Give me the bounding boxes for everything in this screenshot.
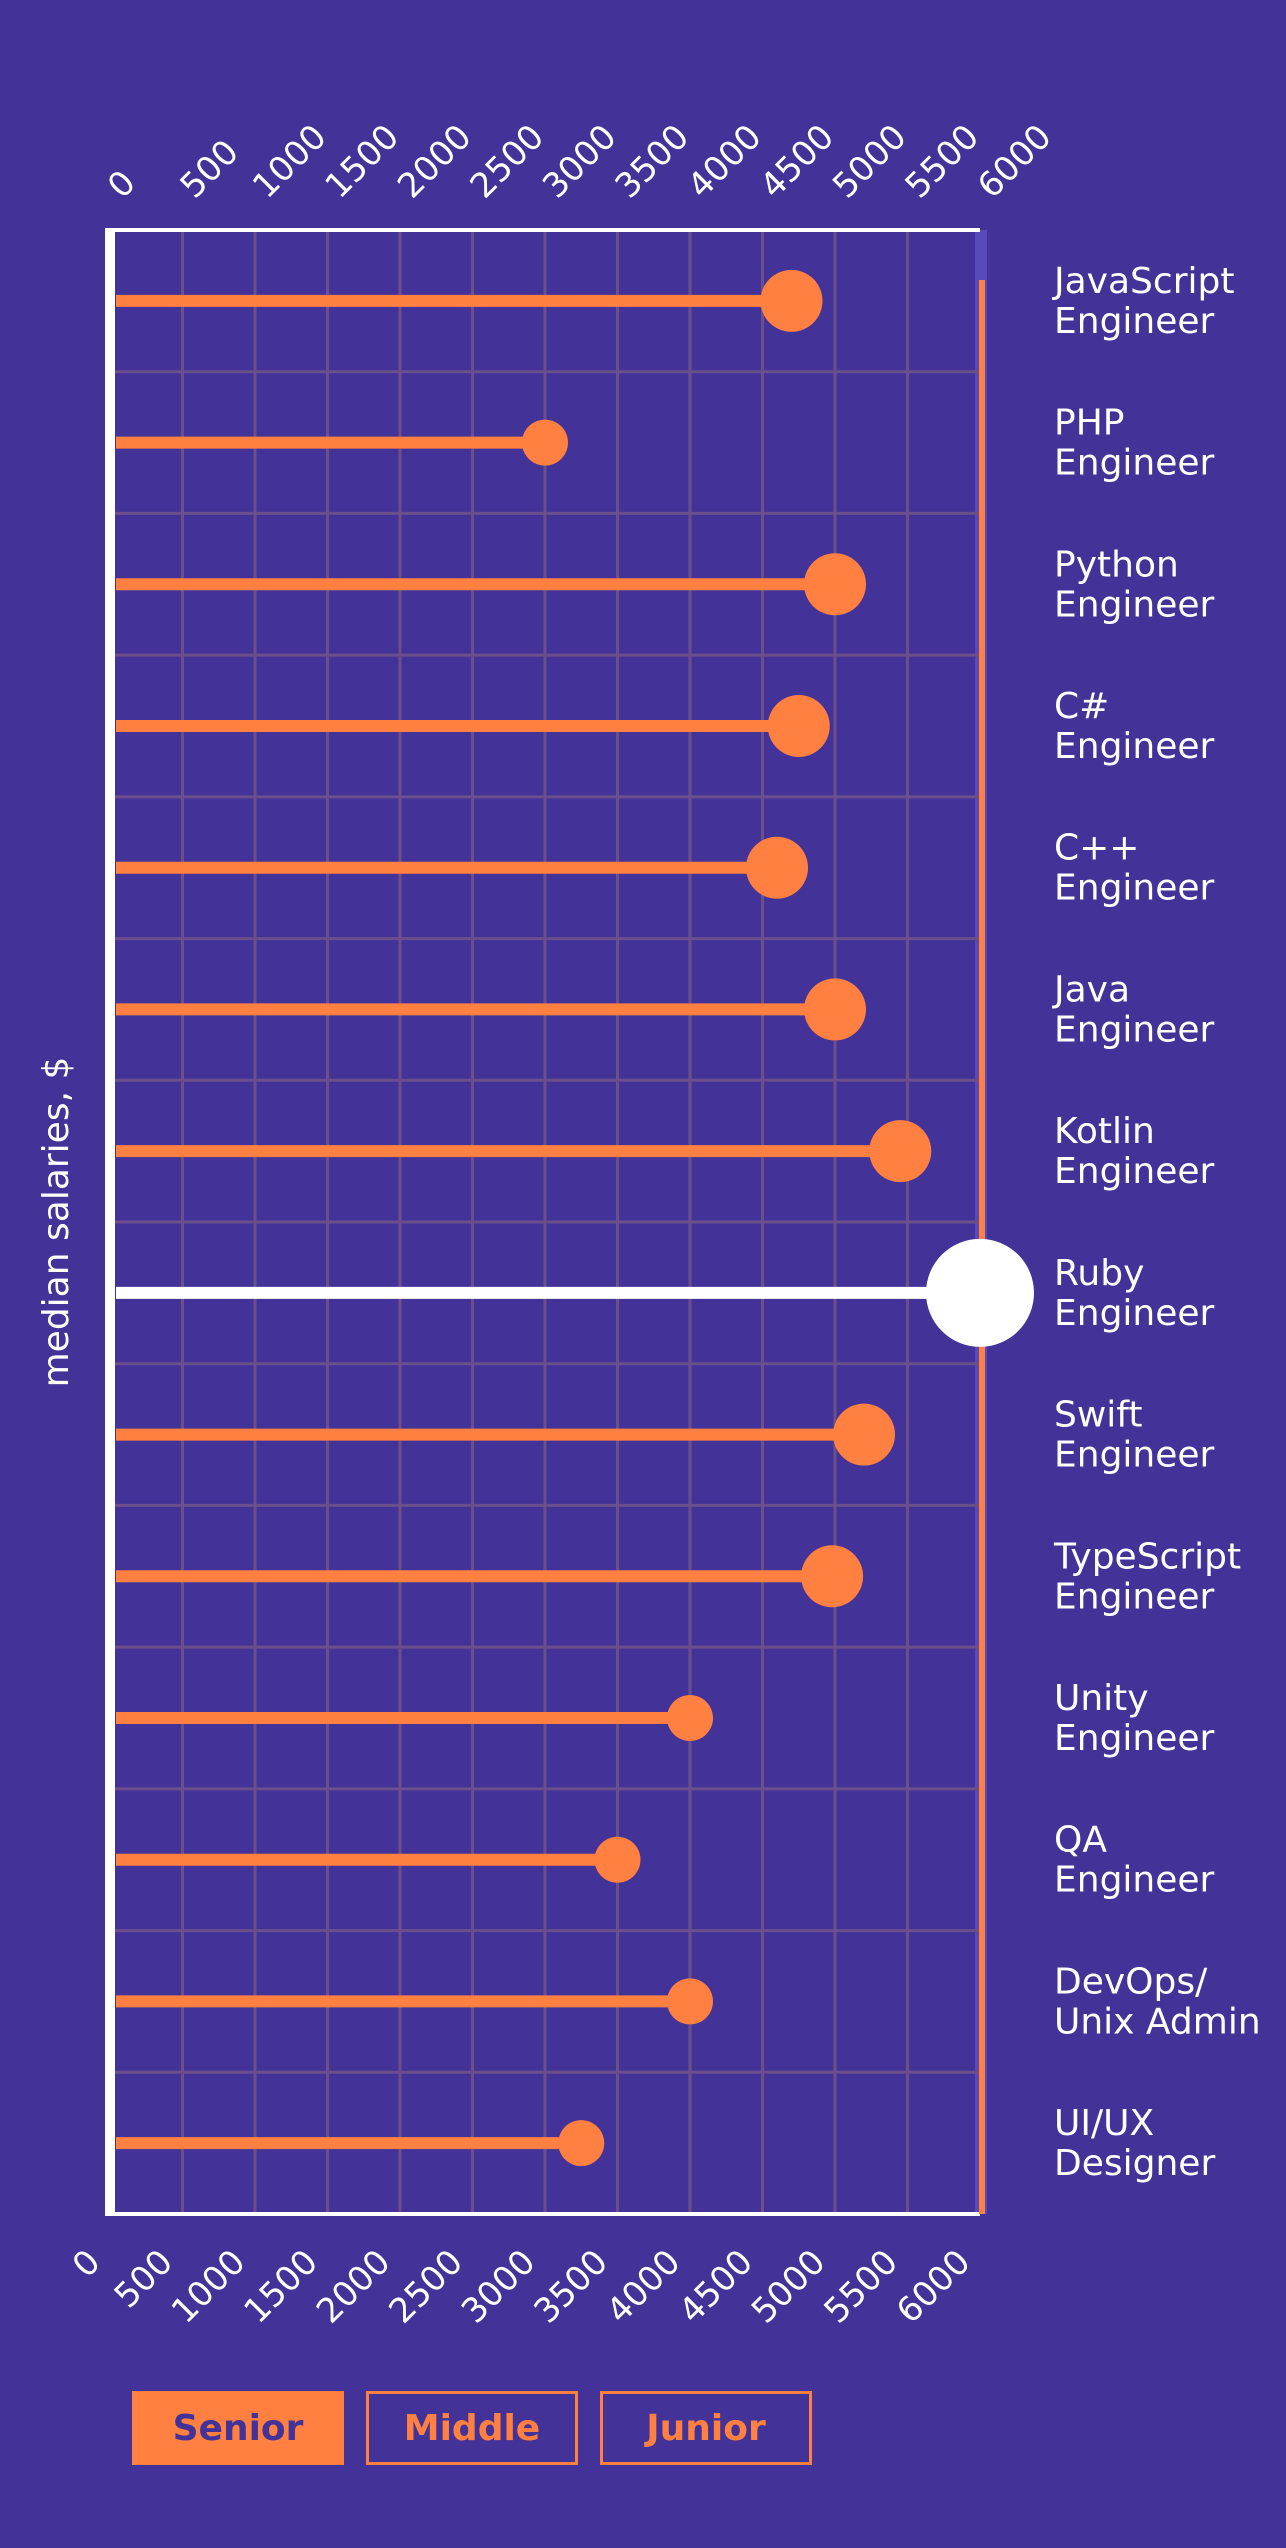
category-label: Engineer [1054,1009,1215,1050]
lollipop-point [833,1403,895,1466]
category-label: C++ [1054,828,1139,869]
x-tick-label-top: 2000 [390,117,479,206]
category-label: Engineer [1054,1718,1215,1759]
lollipop-point [594,1836,641,1883]
category-label: TypeScript [1053,1536,1241,1577]
category-label: PHP [1054,403,1125,444]
category-label: UI/UX [1054,2103,1154,2144]
x-tick-label-top: 3000 [535,117,624,206]
lollipop-point [522,419,568,466]
category-label: Designer [1054,2143,1215,2184]
x-tick-label-top: 500 [173,132,247,206]
lollipop-point [926,1238,1034,1347]
lollipop-point [801,1545,864,1608]
x-tick-label-top: 5000 [825,117,914,206]
lollipop-point [558,2120,605,2167]
category-label: Python [1054,544,1179,585]
category-label: Java [1052,969,1130,1010]
x-tick-label-bottom: 1500 [236,2242,325,2331]
category-label: Engineer [1054,726,1215,767]
legend-junior-button[interactable]: Junior [600,2391,812,2465]
category-label: Engineer [1054,1151,1215,1192]
lollipop-point [869,1120,932,1183]
lollipop-point [804,978,866,1041]
category-label: Kotlin [1054,1111,1155,1152]
x-tick-label-top: 6000 [970,117,1059,206]
x-tick-label-top: 1000 [245,117,334,206]
x-tick-label-bottom: 2500 [381,2242,470,2331]
x-tick-label-bottom: 6000 [889,2242,978,2331]
x-tick-label-top: 5500 [898,117,987,206]
lollipop-point [760,269,823,332]
x-tick-label-bottom: 0 [65,2242,109,2286]
category-label: Engineer [1054,301,1215,342]
x-tick-label-bottom: 5500 [816,2242,905,2331]
category-label: Engineer [1054,1576,1215,1617]
x-tick-label-top: 2500 [463,117,552,206]
x-tick-label-bottom: 2000 [309,2242,398,2331]
x-tick-label-top: 4500 [753,117,842,206]
x-tick-label-bottom: 4000 [599,2242,688,2331]
lollipop-point [667,1978,713,2025]
legend-senior-button[interactable]: Senior [132,2391,344,2465]
x-tick-label-bottom: 3500 [526,2242,615,2331]
x-tick-label-top: 3500 [608,117,697,206]
category-label: Engineer [1054,1860,1215,1901]
lollipop-point [804,553,866,616]
category-label: Engineer [1054,1293,1215,1334]
x-tick-label-top: 4000 [680,117,769,206]
category-label: Engineer [1054,443,1215,484]
x-tick-label-top: 1500 [318,117,407,206]
category-label: Engineer [1054,1435,1215,1476]
category-label: DevOps/ [1054,1961,1208,2002]
lollipop-point [667,1695,713,1741]
x-tick-label-bottom: 5000 [744,2242,833,2331]
category-label: JavaScript [1052,261,1234,302]
category-label: QA [1054,1820,1107,1861]
category-label: Ruby [1054,1253,1144,1294]
category-label: Swift [1054,1395,1142,1436]
x-tick-label-bottom: 3000 [454,2242,543,2331]
y-axis-label: median salaries, $ [36,1057,77,1388]
category-label: Engineer [1054,868,1215,909]
lollipop-point [767,695,830,757]
category-label: Unity [1054,1678,1149,1719]
x-tick-label-bottom: 4500 [671,2242,760,2331]
lollipop-point [746,836,808,899]
legend-middle-button[interactable]: Middle [366,2391,578,2465]
category-label: Engineer [1054,584,1215,625]
legend: Senior Middle Junior [132,2391,812,2465]
category-label: C# [1054,686,1109,727]
x-tick-label-top: 0 [100,163,144,207]
category-label: Unix Admin [1054,2001,1261,2042]
x-tick-label-bottom: 1000 [164,2242,253,2331]
